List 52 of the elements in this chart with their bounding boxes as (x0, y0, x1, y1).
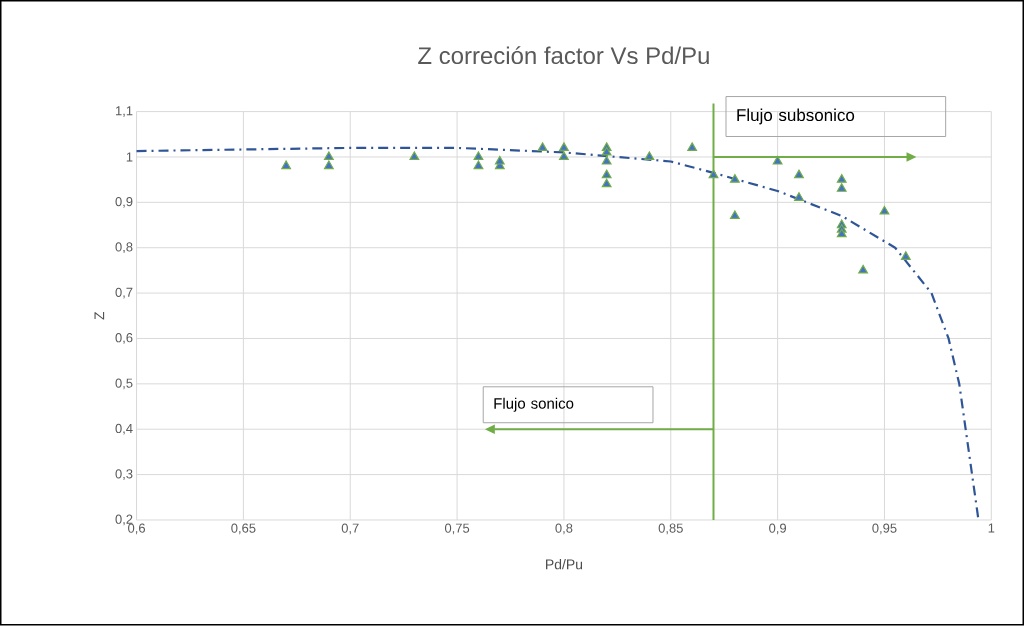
point (729, 174, 740, 183)
point (836, 174, 847, 183)
annotation: Flujo subsonico (737, 108, 855, 125)
y-tick-label: 1 (126, 152, 133, 162)
x-tick-label: 0,6 (128, 523, 146, 535)
x-tick-label: 0,75 (444, 523, 470, 535)
y-tick-label: 0,3 (115, 469, 133, 481)
point (772, 156, 783, 165)
point (473, 151, 484, 161)
x-tick-label: 1 (988, 523, 995, 533)
y-tick-label: 0,8 (115, 242, 133, 254)
y-tick-label: 0,7 (115, 287, 133, 299)
point (537, 142, 548, 152)
y-tick-label: 0,4 (115, 424, 133, 435)
point (900, 251, 911, 261)
point (879, 206, 890, 215)
point (794, 169, 804, 179)
y-tick-label: 0,6 (115, 333, 133, 345)
point (601, 156, 612, 165)
chart-title: Z correción factor Vs Pd/Pu (418, 46, 709, 65)
point (409, 151, 420, 161)
y-tick-label: 1,1 (115, 106, 133, 118)
point (559, 151, 569, 161)
x-tick-label: 0,95 (872, 523, 897, 535)
y-tick-label: 0,2 (115, 514, 133, 526)
point (601, 169, 612, 179)
point (708, 169, 719, 179)
x-tick-label: 0,7 (341, 523, 359, 535)
x-axis-title: Pd/Pu (546, 559, 583, 570)
point (494, 156, 505, 165)
point (601, 178, 612, 188)
point (559, 142, 569, 152)
point (729, 210, 740, 220)
point (323, 151, 334, 161)
point (323, 160, 334, 170)
point (836, 228, 847, 238)
point (644, 151, 655, 161)
y-axis-title: Z (94, 312, 105, 320)
point (281, 160, 292, 170)
x-tick-label: 0,9 (769, 523, 787, 535)
point (687, 142, 698, 152)
x-tick-label: 0,8 (555, 523, 573, 535)
annotation: Flujo sonico (494, 397, 574, 412)
point (836, 183, 847, 193)
x-tick-label: 0,65 (231, 523, 256, 535)
point (858, 265, 869, 274)
y-tick-label: 0,5 (115, 378, 133, 390)
x-tick-label: 0,85 (658, 523, 683, 535)
y-tick-label: 0,9 (115, 197, 133, 208)
point (601, 147, 612, 156)
point (794, 192, 804, 202)
point (473, 160, 484, 170)
